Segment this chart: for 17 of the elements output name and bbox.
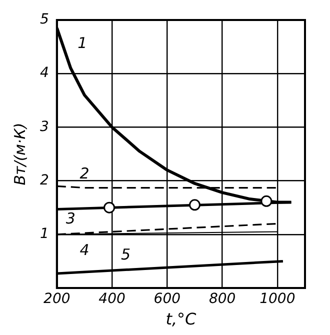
series-label: 3 bbox=[66, 210, 76, 228]
y-tick-label: 4 bbox=[40, 65, 49, 82]
y-tick-label: 1 bbox=[40, 226, 49, 242]
y-tick-label: 3 bbox=[40, 118, 49, 135]
x-tick-label: 400 bbox=[98, 291, 126, 308]
y-tick-label: 5 bbox=[40, 12, 49, 28]
series-label: 5 bbox=[121, 246, 131, 264]
x-tick-label: 600 bbox=[154, 291, 181, 308]
series-label: 1 bbox=[78, 34, 88, 52]
x-tick-label: 1000 bbox=[260, 291, 296, 308]
y-tick-label: 2 bbox=[40, 172, 49, 188]
series-label: 4 bbox=[80, 240, 90, 259]
series-label: 2 bbox=[80, 164, 90, 183]
x-axis-title: t,°C bbox=[166, 310, 198, 329]
x-tick-label: 200 bbox=[44, 291, 70, 308]
y-axis-title: Вт/(м·К) bbox=[10, 122, 29, 186]
x-tick-label: 800 bbox=[208, 291, 236, 308]
